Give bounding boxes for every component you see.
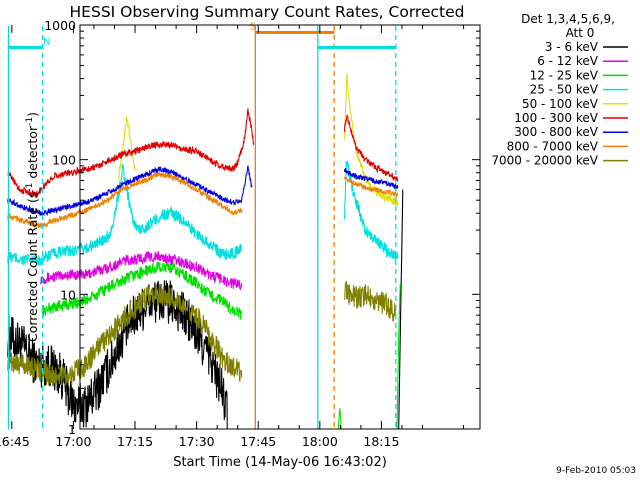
x-tick-label: 17:45 xyxy=(240,434,276,449)
flag-bar-label: N xyxy=(43,37,50,48)
y-axis-label-superscript: -1 xyxy=(25,117,35,126)
series-line xyxy=(398,189,404,430)
x-tick-label: 17:00 xyxy=(55,434,91,449)
series-100-300keV xyxy=(7,108,399,199)
legend-entry-label: 6 - 12 keV xyxy=(537,54,599,68)
y-axis-label: Corrected Count Rate (s-1 detector-1) xyxy=(25,112,40,342)
series-line xyxy=(343,280,397,322)
legend-entry-label: 800 - 7000 keV xyxy=(507,139,599,153)
x-tick-label: 18:00 xyxy=(302,434,338,449)
series-line xyxy=(42,261,243,320)
series-line xyxy=(343,176,399,197)
series-12-25keV xyxy=(42,261,401,430)
series-300-800keV xyxy=(7,165,399,217)
series-7000-20000keV xyxy=(7,280,397,387)
y-axis-label-part: detector xyxy=(25,125,40,183)
legend-entry-label: 50 - 100 keV xyxy=(522,97,599,111)
legend-header-line: Att 0 xyxy=(566,26,595,40)
series-800-7000keV xyxy=(7,171,399,229)
legend-entry-label: 25 - 50 keV xyxy=(530,83,599,97)
x-tick-label: 16:45 xyxy=(0,434,30,449)
series-line xyxy=(343,168,399,190)
series-line xyxy=(7,280,228,430)
series-3-6keV xyxy=(7,189,404,430)
series-layer xyxy=(7,73,404,430)
series-line xyxy=(337,408,342,430)
series-line xyxy=(396,283,401,430)
y-tick-label: 100 xyxy=(52,153,76,168)
chart-title: HESSI Observing Summary Count Rates, Cor… xyxy=(70,3,465,21)
y-axis-label-part: ) xyxy=(25,112,40,117)
series-line xyxy=(7,163,243,267)
marker-layer: NS xyxy=(7,21,397,429)
series-line xyxy=(343,114,399,182)
x-tick-label: 17:15 xyxy=(117,434,153,449)
legend-entry-label: 12 - 25 keV xyxy=(530,68,599,82)
series-line xyxy=(7,165,253,217)
series-25-50keV xyxy=(7,160,399,267)
series-line xyxy=(7,283,243,387)
series-line xyxy=(343,160,399,261)
footer-date: 9-Feb-2010 05:03 xyxy=(556,466,636,476)
x-tick-label: 18:15 xyxy=(363,434,399,449)
legend-entry-label: 100 - 300 keV xyxy=(514,111,598,125)
x-axis-label: Start Time (14-May-06 16:43:02) xyxy=(173,455,387,470)
series-line xyxy=(7,171,243,229)
y-tick-label: 10 xyxy=(60,287,76,302)
y-axis-label-superscript: -1 xyxy=(25,183,35,192)
series-6-12keV xyxy=(40,251,243,291)
y-tick-label: 1 xyxy=(68,422,76,437)
y-tick-label: 1000 xyxy=(44,18,76,33)
flag-bar-label: S xyxy=(250,21,256,32)
x-tick-label: 17:30 xyxy=(179,434,215,449)
series-line xyxy=(7,108,255,199)
legend-entry-label: 7000 - 20000 keV xyxy=(491,154,598,168)
legend-entry-label: 300 - 800 keV xyxy=(514,125,598,139)
legend-entry-label: 3 - 6 keV xyxy=(545,40,599,54)
plot-frame xyxy=(79,24,481,430)
series-line xyxy=(40,251,243,291)
y-axis-label-part: Corrected Count Rate (s xyxy=(25,192,40,342)
legend-header-line: Det 1,3,4,5,6,9, xyxy=(521,12,615,26)
axis-layer: 16:45 17:00 17:15 17:30 17:45 18:00 18:15 1 10 10… xyxy=(0,18,480,449)
